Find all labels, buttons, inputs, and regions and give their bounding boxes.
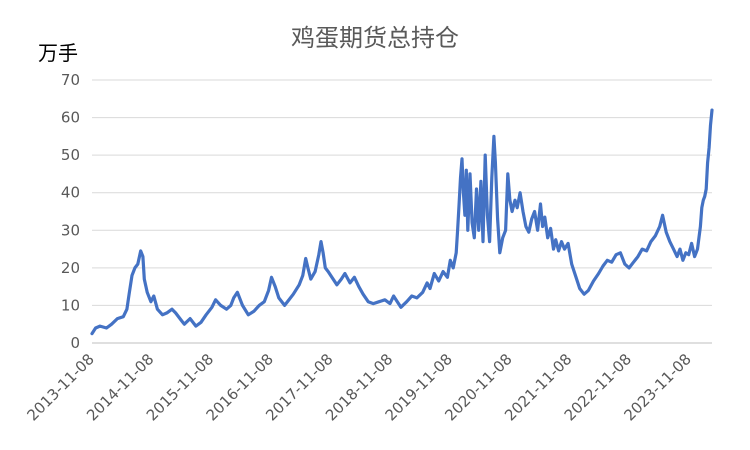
y-tick-label: 40 <box>61 184 80 202</box>
y-tick-label: 50 <box>61 146 80 164</box>
y-tick-label: 70 <box>61 71 80 89</box>
y-tick-label: 10 <box>61 296 80 314</box>
x-axis-ticks: 2013-11-082014-11-082015-11-082016-11-08… <box>23 350 694 424</box>
y-axis-ticks: 0 10 20 30 40 50 60 70 <box>61 71 80 352</box>
y-tick-label: 60 <box>61 109 80 127</box>
gridlines <box>92 79 712 306</box>
y-tick-label: 20 <box>61 259 80 277</box>
y-axis-unit-label: 万手 <box>38 41 78 65</box>
chart-title: 鸡蛋期货总持仓 <box>291 24 459 52</box>
y-tick-label: 30 <box>61 221 80 239</box>
y-tick-label: 0 <box>70 334 80 352</box>
series-line-total-open-interest <box>90 108 714 336</box>
